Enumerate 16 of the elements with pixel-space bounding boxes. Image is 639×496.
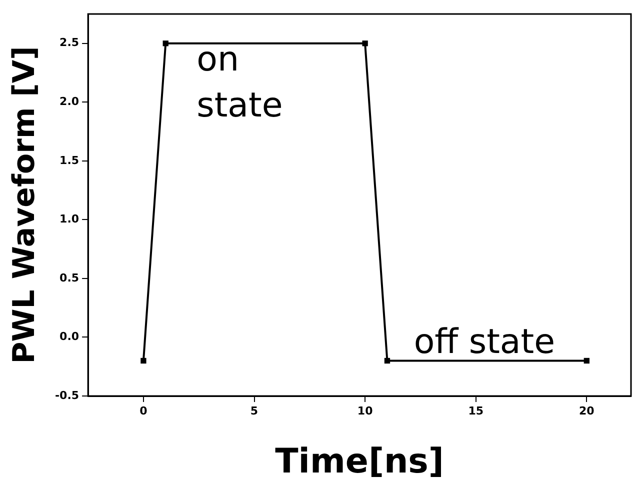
y-tick-label: -0.5	[54, 388, 80, 402]
y-tick-label: 0.0	[60, 330, 80, 344]
x-tick-label: 20	[579, 404, 595, 418]
annotation: off state	[414, 322, 555, 362]
y-tick-label: 2.0	[60, 95, 80, 108]
x-axis-title: Time[ns]	[275, 441, 444, 482]
annotation: on state	[196, 39, 283, 126]
x-tick-label: 15	[468, 404, 484, 418]
y-tick-label: 1.5	[60, 154, 80, 167]
y-tick-label: 2.5	[60, 36, 80, 50]
y-tick-label: 0.5	[60, 271, 80, 284]
y-tick-label: 1.0	[60, 212, 80, 226]
x-tick-label: 10	[357, 404, 374, 418]
y-axis-title: PWL Waveform [V]	[6, 46, 42, 364]
x-tick-label: 5	[250, 404, 258, 418]
x-tick-label: 0	[140, 404, 148, 418]
